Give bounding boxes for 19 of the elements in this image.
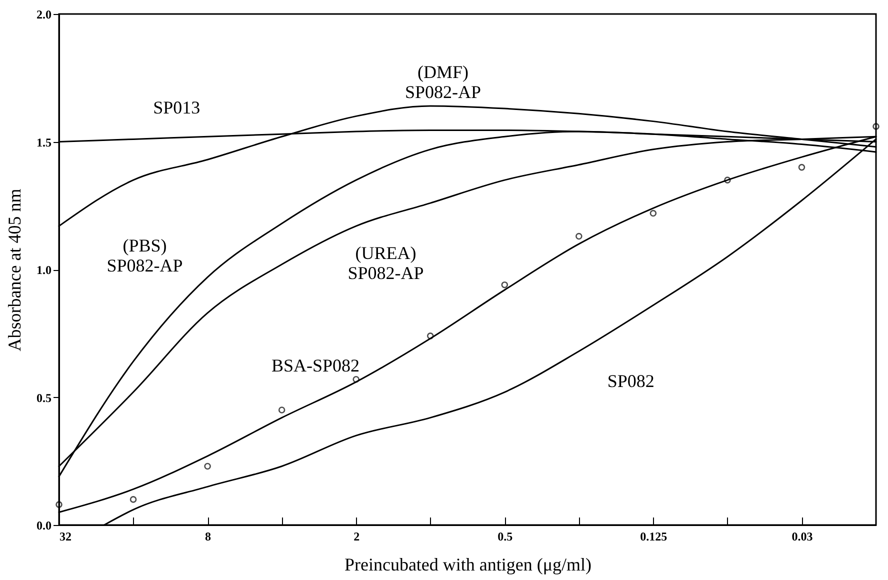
series-label: SP013 — [153, 98, 200, 118]
y-tick-label: 2.0 — [36, 8, 52, 22]
series-label: (DMF) SP082-AP — [404, 62, 482, 102]
x-tick-label: 0.125 — [640, 530, 668, 544]
y-tick-label: 0.5 — [36, 390, 52, 405]
x-tick-label: 0.5 — [498, 530, 513, 544]
x-axis-title: Preincubated with antigen (μg/ml) — [344, 554, 592, 574]
series-label: (UREA) SP082-AP — [348, 243, 424, 284]
x-tick-label: 2 — [354, 530, 360, 544]
y-tick-label: 1.5 — [36, 135, 52, 150]
series-label: SP082 — [607, 370, 654, 391]
x-tick-label: 8 — [205, 530, 212, 544]
y-tick-label: 1.0 — [36, 263, 52, 277]
x-tick-label: 0.03 — [792, 530, 813, 544]
y-tick-label: 0.0 — [36, 518, 52, 532]
series-label: (PBS) SP082-AP — [106, 236, 183, 276]
series-label: BSA-SP082 — [272, 356, 360, 376]
x-tick-label: 32 — [60, 530, 72, 544]
y-axis-title: Absorbance at 405 nm — [4, 188, 24, 352]
